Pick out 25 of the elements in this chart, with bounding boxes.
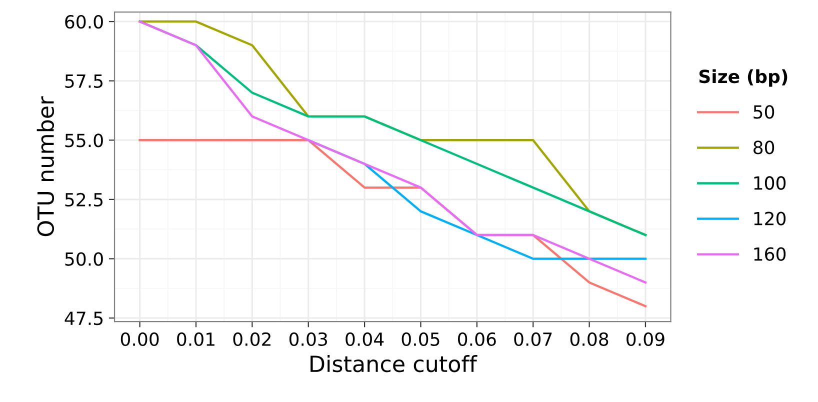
legend-label: 100 (754, 176, 786, 190)
y-tick-label: 55.0 (65, 134, 103, 148)
x-tick-label: 0.07 (514, 332, 552, 346)
x-tick-label: 0.03 (289, 332, 328, 346)
x-tick-label: 0.06 (458, 332, 496, 346)
x-tick-label: 0.05 (402, 332, 440, 346)
x-tick-label: 0.01 (177, 332, 214, 346)
x-tick-label: 0.08 (570, 332, 608, 346)
legend-title: Size (bp) (699, 69, 788, 87)
legend-label: 120 (754, 212, 786, 226)
legend-label: 50 (754, 105, 774, 119)
legend-label: 80 (754, 140, 774, 154)
y-tick-label: 50.0 (65, 252, 103, 266)
y-tick-label: 47.5 (64, 312, 103, 326)
y-tick-label: 52.5 (65, 192, 103, 207)
x-tick-label: 0.02 (233, 332, 270, 346)
y-axis-title: OTU number (36, 96, 54, 236)
x-tick-label: 0.00 (120, 332, 159, 346)
x-tick-label: 0.04 (346, 332, 384, 346)
line-series (138, 20, 647, 284)
x-axis-title: Distance cutoff (310, 355, 478, 372)
y-tick-label: 57.5 (65, 74, 103, 88)
legend-label: 160 (754, 247, 786, 261)
y-tick-label: 60.0 (65, 15, 103, 29)
x-tick-label: 0.09 (626, 332, 664, 346)
